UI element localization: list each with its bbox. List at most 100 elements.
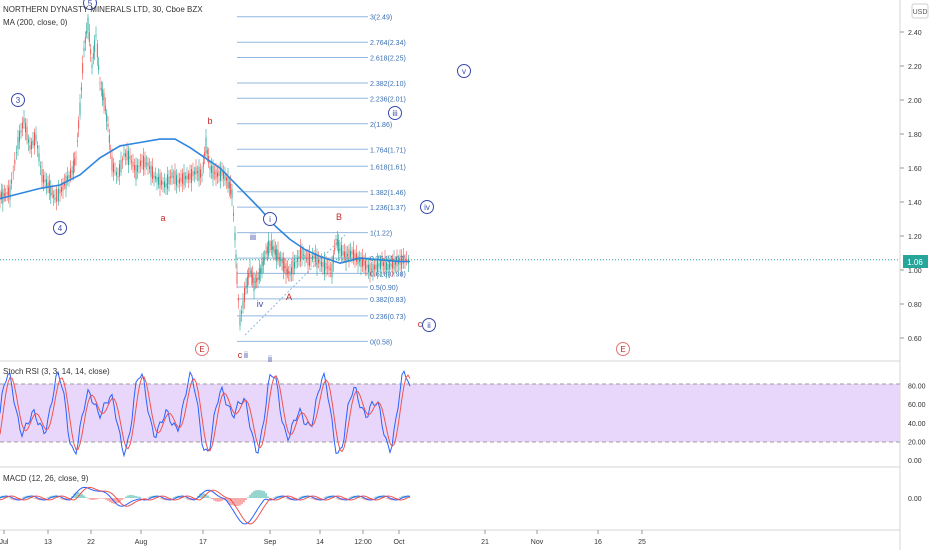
macd-bar: [397, 498, 399, 499]
candle-body: [180, 177, 182, 182]
time-axis[interactable]: Jul 13 22 Aug 17 Sep 14 12:00 Oct 21 Nov 16 25: [0, 530, 646, 546]
macd-bar: [47, 497, 49, 498]
macd-bar: [185, 498, 187, 499]
macd-bar: [193, 498, 195, 500]
macd-axis[interactable]: 0.00: [908, 496, 922, 503]
macd-bar: [255, 490, 257, 498]
macd-bar: [157, 497, 159, 498]
candle-body: [128, 150, 129, 165]
macd-bar: [389, 498, 391, 501]
candle-body: [99, 82, 101, 84]
macd-bar: [401, 496, 403, 498]
currency-button[interactable]: [911, 3, 929, 19]
wave-label-circle[interactable]: [388, 106, 402, 120]
fib-level-label: 0.618(0.98): [370, 271, 406, 278]
candle-body: [392, 258, 393, 269]
price-axis[interactable]: 2.40 2.20 2.00 1.80 1.60 1.40 1.20 1.00 0.80 0.60: [900, 30, 922, 343]
macd-bar: [19, 498, 21, 499]
candle-body: [179, 178, 180, 184]
wave-label-circle[interactable]: [263, 212, 277, 226]
candle-body: [149, 166, 150, 169]
candle-body: [227, 176, 229, 189]
macd-bar: [167, 498, 169, 501]
candle-body: [159, 173, 161, 188]
wave-label-circle[interactable]: [11, 93, 25, 107]
candle-body: [281, 259, 283, 264]
candle-body: [217, 172, 218, 177]
macd-bar: [247, 497, 249, 498]
wave-label-text: ii: [427, 321, 431, 330]
wave-label-circle-red[interactable]: [616, 342, 630, 356]
candle-body: [353, 249, 354, 261]
wave-label-red: A: [286, 292, 292, 302]
macd-bar: [311, 498, 313, 499]
candle-body: [19, 131, 20, 142]
rsi-axis[interactable]: 80.00 60.00 40.00 20.00 0.00: [908, 384, 926, 465]
macd-legend[interactable]: MACD (12, 26, close, 9): [3, 474, 89, 483]
candle-body: [120, 160, 122, 173]
current-price-badge: [903, 255, 928, 268]
candle-body: [362, 256, 363, 267]
candle-body: [221, 170, 223, 176]
fibonacci-extension[interactable]: 3(2.49) 2.764(2.34) 2.618(2.25) 2.382(2.10)…: [237, 15, 406, 347]
macd-bar: [35, 498, 37, 500]
macd-bar: [243, 498, 245, 503]
macd-bar: [301, 495, 303, 498]
candle-body: [167, 174, 168, 189]
candle-body: [72, 160, 74, 175]
candle-body: [135, 164, 137, 180]
candle-body: [254, 281, 256, 283]
candle-body: [292, 259, 294, 275]
candle-body: [108, 135, 110, 143]
candle-body: [212, 165, 214, 179]
candle-body: [325, 262, 327, 270]
time-tick-label: 12:00: [354, 539, 372, 546]
candle-body: [43, 174, 44, 184]
macd-bar: [99, 498, 101, 499]
rsi-tick-label: 40.00: [908, 421, 926, 428]
candle-body: [165, 183, 167, 188]
macd-bar: [335, 498, 337, 499]
candle-body: [270, 241, 272, 251]
candle-body: [0, 191, 2, 200]
macd-bar: [339, 498, 341, 501]
macd-bar: [313, 498, 315, 500]
candle-body: [369, 263, 371, 276]
wave-label-circle[interactable]: [457, 64, 471, 78]
candle-body: [117, 175, 119, 177]
candle-body: [59, 189, 61, 194]
candle-body: [150, 165, 152, 177]
fib-level-label: 2.618(2.25): [370, 56, 406, 63]
candle-body: [206, 150, 208, 154]
rsi-legend[interactable]: Stoch RSI (3, 3, 14, 14, close): [3, 367, 110, 376]
wave-label-circle-red[interactable]: [195, 342, 209, 356]
wave-label-circle[interactable]: [83, 0, 97, 10]
price-tick-label: 0.60: [908, 336, 922, 343]
candle-body: [236, 271, 238, 284]
candle-body: [132, 161, 134, 167]
macd-bar: [359, 497, 361, 499]
candle-body: [304, 254, 306, 259]
candle-body: [262, 257, 264, 266]
macd-bar: [305, 495, 307, 498]
wave-label-circle[interactable]: [53, 221, 67, 235]
macd-bar: [259, 490, 261, 498]
candle-body: [377, 258, 378, 272]
macd-bar: [385, 498, 387, 499]
rsi-tick-label: 0.00: [908, 458, 922, 465]
macd-bar: [25, 495, 27, 498]
wave-label-circle[interactable]: [420, 200, 434, 214]
candle-body: [372, 263, 374, 274]
candle-body: [83, 47, 85, 51]
candle-body: [261, 261, 263, 274]
candle-body: [88, 32, 90, 43]
wave-label-blue: iv: [257, 299, 264, 309]
wave-label-circle[interactable]: [422, 318, 436, 332]
candle-body: [122, 159, 123, 161]
ma-legend[interactable]: MA (200, close, 0): [3, 18, 68, 27]
candle-body: [335, 239, 337, 240]
macd-bar: [299, 496, 301, 498]
candle-body: [286, 268, 288, 275]
